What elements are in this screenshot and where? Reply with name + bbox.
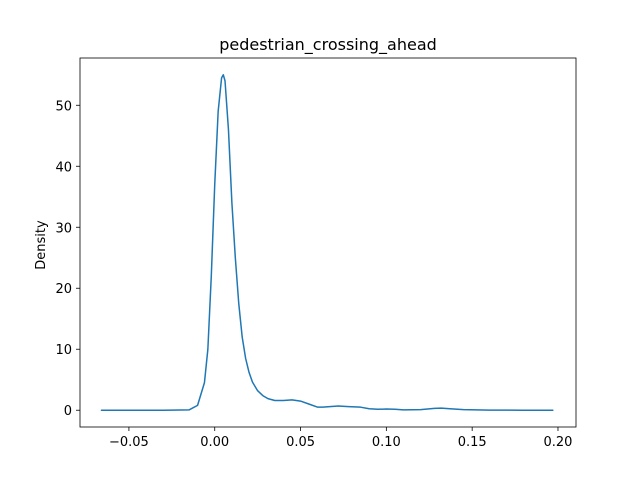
plot-frame [79, 57, 577, 428]
y-tick-label: 50 [55, 99, 72, 114]
x-tick-label: 0.20 [544, 435, 573, 450]
y-tick-label: 30 [55, 221, 72, 236]
y-tick-label: 10 [55, 343, 72, 358]
x-tick-label: −0.05 [109, 435, 149, 450]
y-tick-label: 0 [64, 404, 72, 419]
y-axis-label: Density [34, 220, 49, 270]
y-tick-label: 20 [55, 282, 72, 297]
x-tick-label: 0.00 [200, 435, 229, 450]
density-line-series-0 [100, 74, 554, 411]
chart-title: pedestrian_crossing_ahead [219, 35, 437, 55]
plot-area: −0.05 0.00 0.05 0.10 0.15 0.20 0 10 20 30 40 50 [55, 57, 577, 450]
x-tick-label: 0.10 [372, 435, 401, 450]
y-tick-label: 40 [55, 160, 72, 175]
x-tick-label: 0.05 [286, 435, 315, 450]
x-tick-label: 0.15 [458, 435, 487, 450]
